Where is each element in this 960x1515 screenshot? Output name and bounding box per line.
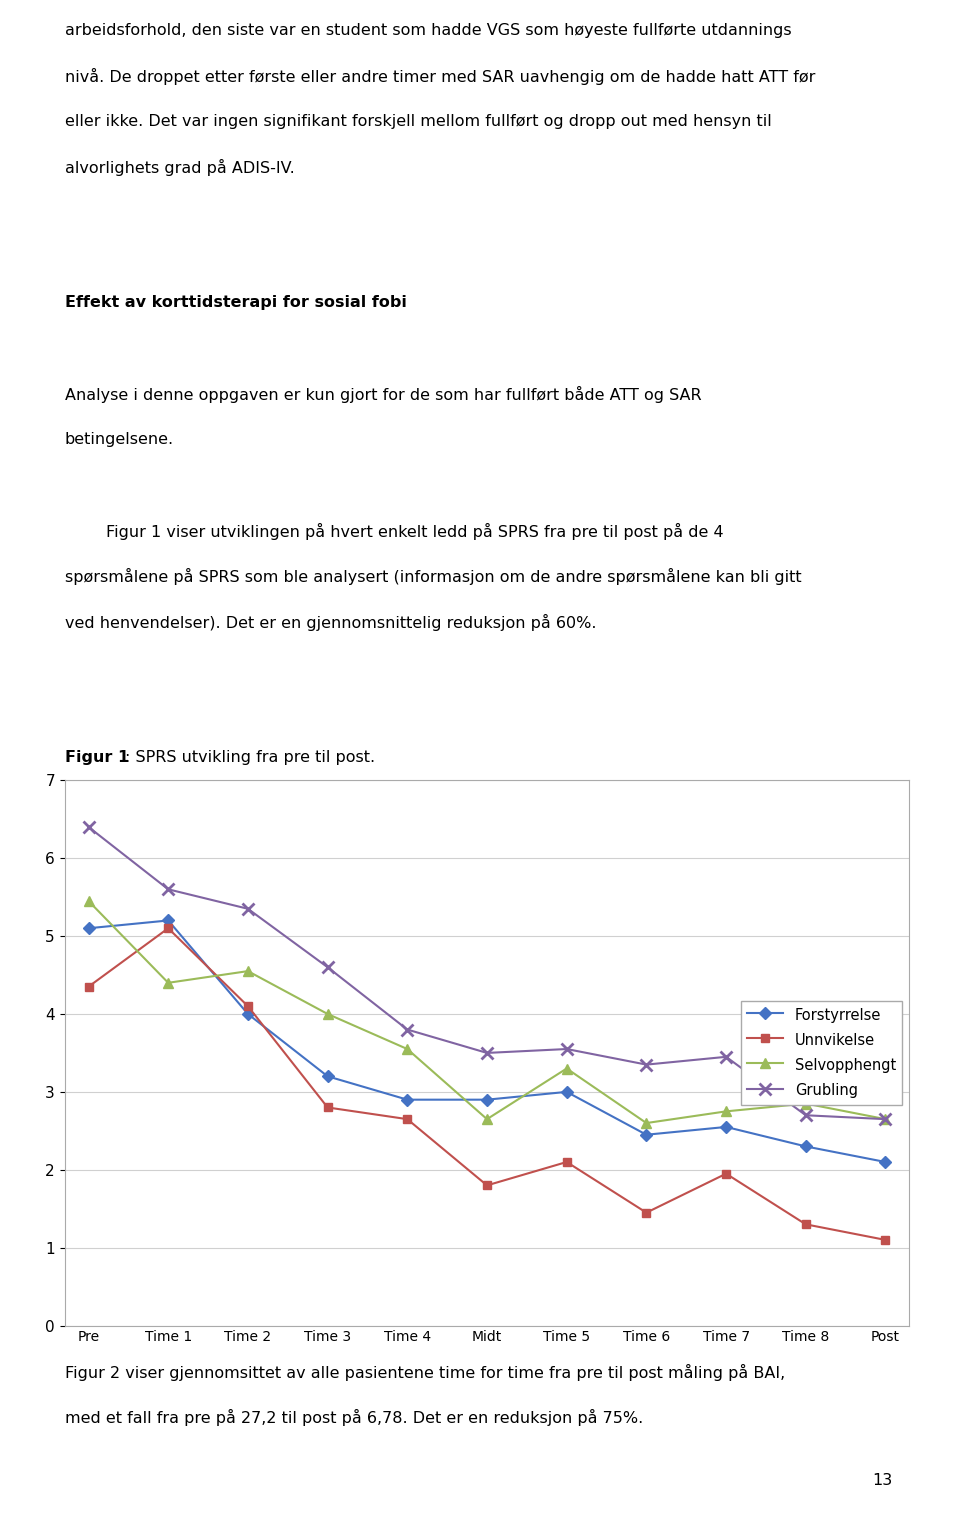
Grubling [720, 1048, 732, 1067]
Grubling [561, 1039, 572, 1057]
Selvopphengt [481, 1110, 492, 1129]
Grubling [879, 1110, 891, 1129]
Selvopphengt [800, 1094, 811, 1112]
Selvopphengt [720, 1103, 732, 1121]
Text: arbeidsforhold, den siste var en student som hadde VGS som høyeste fullførte utd: arbeidsforhold, den siste var en student… [64, 23, 791, 38]
Line: Forstyrrelse: Forstyrrelse [84, 917, 890, 1167]
Selvopphengt [162, 974, 174, 992]
Text: eller ikke. Det var ingen signifikant forskjell mellom fullført og dropp out med: eller ikke. Det var ingen signifikant fo… [64, 114, 771, 129]
Unnvikelse [83, 977, 94, 995]
Text: med et fall fra pre på 27,2 til post på 6,78. Det er en reduksjon på 75%.: med et fall fra pre på 27,2 til post på … [64, 1409, 643, 1426]
Legend: Forstyrrelse, Unnvikelse, Selvopphengt, Grubling: Forstyrrelse, Unnvikelse, Selvopphengt, … [741, 1000, 902, 1106]
Forstyrrelse [481, 1091, 492, 1109]
Grubling [242, 900, 253, 918]
Text: Analyse i denne oppgaven er kun gjort for de som har fullført både ATT og SAR: Analyse i denne oppgaven er kun gjort fo… [64, 386, 701, 403]
Grubling [640, 1056, 652, 1074]
Unnvikelse [800, 1215, 811, 1233]
Line: Unnvikelse: Unnvikelse [84, 924, 890, 1244]
Forstyrrelse [83, 920, 94, 938]
Forstyrrelse [800, 1138, 811, 1156]
Grubling [481, 1044, 492, 1062]
Unnvikelse [162, 920, 174, 938]
Text: nivå. De droppet etter første eller andre timer med SAR uavhengig om de hadde ha: nivå. De droppet etter første eller andr… [64, 68, 815, 85]
Text: : SPRS utvikling fra pre til post.: : SPRS utvikling fra pre til post. [125, 750, 375, 765]
Grubling [322, 957, 333, 976]
Unnvikelse [242, 997, 253, 1015]
Text: alvorlighets grad på ADIS-IV.: alvorlighets grad på ADIS-IV. [64, 159, 295, 176]
Forstyrrelse [242, 1004, 253, 1023]
Grubling [162, 880, 174, 898]
Selvopphengt [561, 1059, 572, 1077]
Selvopphengt [242, 962, 253, 980]
Forstyrrelse [640, 1126, 652, 1144]
Grubling [800, 1106, 811, 1124]
Forstyrrelse [401, 1091, 413, 1109]
Forstyrrelse [162, 912, 174, 930]
Selvopphengt [322, 1004, 333, 1023]
Selvopphengt [401, 1039, 413, 1057]
Unnvikelse [640, 1203, 652, 1221]
Selvopphengt [640, 1114, 652, 1132]
Forstyrrelse [561, 1083, 572, 1101]
Unnvikelse [481, 1176, 492, 1194]
Line: Selvopphengt: Selvopphengt [84, 897, 890, 1127]
Unnvikelse [720, 1165, 732, 1183]
Text: Effekt av korttidsterapi for sosial fobi: Effekt av korttidsterapi for sosial fobi [64, 295, 406, 311]
Text: Figur 2 viser gjennomsittet av alle pasientene time for time fra pre til post må: Figur 2 viser gjennomsittet av alle pasi… [64, 1364, 785, 1380]
Forstyrrelse [322, 1067, 333, 1085]
Unnvikelse [401, 1110, 413, 1129]
Unnvikelse [561, 1153, 572, 1171]
Line: Grubling: Grubling [83, 821, 891, 1124]
Selvopphengt [879, 1110, 891, 1129]
Text: ved henvendelser). Det er en gjennomsnittelig reduksjon på 60%.: ved henvendelser). Det er en gjennomsnit… [64, 614, 596, 630]
Grubling [83, 818, 94, 836]
Unnvikelse [322, 1098, 333, 1117]
Grubling [401, 1021, 413, 1039]
Text: Figur 1: Figur 1 [64, 750, 129, 765]
Forstyrrelse [879, 1153, 891, 1171]
Text: spørsmålene på SPRS som ble analysert (informasjon om de andre spørsmålene kan b: spørsmålene på SPRS som ble analysert (i… [64, 568, 802, 585]
Text: 13: 13 [873, 1473, 893, 1488]
Forstyrrelse [720, 1118, 732, 1136]
Unnvikelse [879, 1230, 891, 1248]
Text: Figur 1 viser utviklingen på hvert enkelt ledd på SPRS fra pre til post på de 4: Figur 1 viser utviklingen på hvert enkel… [64, 523, 723, 539]
Selvopphengt [83, 892, 94, 911]
Text: betingelsene.: betingelsene. [64, 432, 174, 447]
